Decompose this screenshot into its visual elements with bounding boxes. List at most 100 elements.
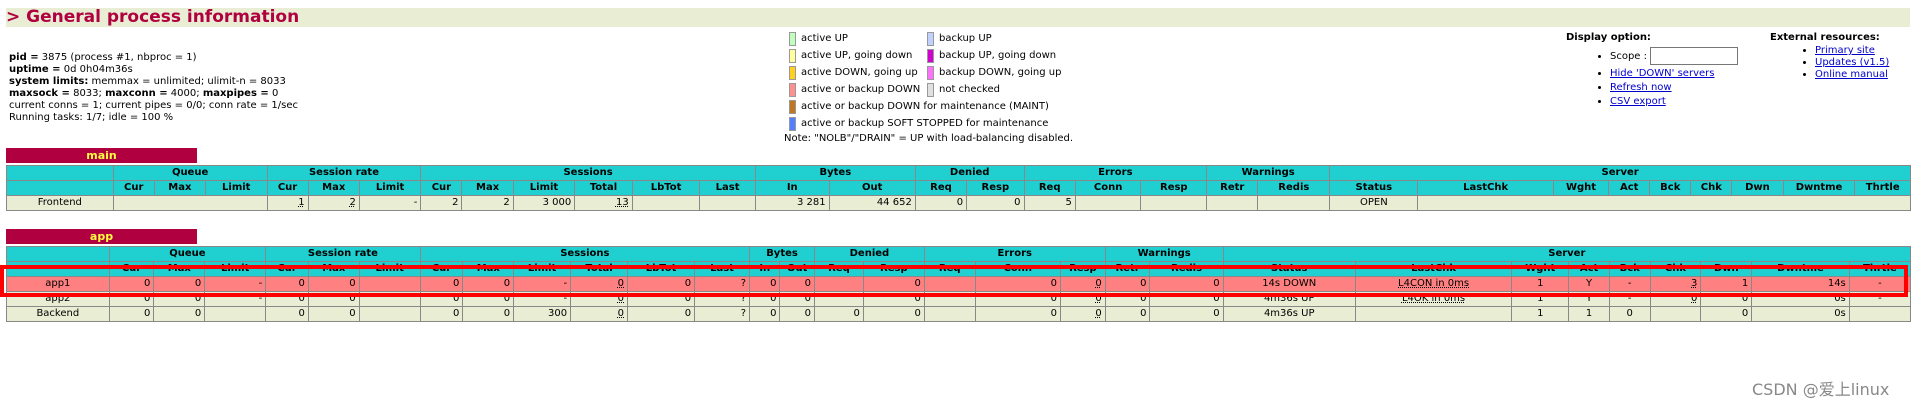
cell: 0 — [748, 276, 781, 292]
hide-down-servers-link[interactable]: Hide 'DOWN' servers — [1610, 68, 1715, 79]
legend-maint: active or backup DOWN for maintenance (M… — [789, 100, 1049, 114]
legend-active-up: active UP — [789, 32, 848, 46]
cell: 0 — [307, 306, 360, 322]
scope-input[interactable] — [1650, 47, 1739, 65]
cell: 1 — [1511, 276, 1570, 292]
col-max: Max — [307, 180, 360, 196]
cell: 0 — [570, 306, 629, 322]
cell — [631, 195, 701, 211]
legend-label: active UP — [801, 33, 848, 44]
group-errors: Errors — [1023, 165, 1208, 181]
col-redis: Redis — [1257, 180, 1331, 196]
group-queue: Queue — [112, 165, 268, 181]
cell: 0 — [462, 276, 515, 292]
online-manual-link[interactable]: Online manual — [1815, 69, 1888, 80]
group-session-rate: Session rate — [266, 165, 422, 181]
legend-swatch — [789, 117, 796, 131]
cell: 1 — [1511, 306, 1570, 322]
group-server: Server — [1329, 165, 1911, 181]
cell: 0 — [1060, 306, 1106, 322]
col-limit: Limit — [358, 180, 422, 196]
cell — [1074, 195, 1142, 211]
cell: 2 — [307, 195, 360, 211]
primary-site-link[interactable]: Primary site — [1815, 45, 1875, 56]
group-session-rate: Session rate — [265, 246, 421, 262]
legend-swatch — [927, 83, 934, 97]
col-total: Total — [574, 180, 633, 196]
proxy-name-app[interactable]: app — [6, 229, 197, 244]
col-act: Act — [1608, 180, 1651, 196]
proxy-name-main[interactable]: main — [6, 148, 197, 163]
running-tasks: Running tasks: 1/7; idle = 100 % — [9, 112, 174, 123]
col-limit: Limit — [204, 180, 268, 196]
maxsock-label: maxsock = — [9, 88, 70, 99]
legend-label: not checked — [939, 84, 1000, 95]
col-dwntme: Dwntme — [1782, 180, 1856, 196]
group-sessions: Sessions — [420, 165, 756, 181]
col-bck: Bck — [1649, 180, 1692, 196]
legend-swatch — [789, 83, 796, 97]
cell: 0 — [627, 276, 696, 292]
cell: 0 — [153, 276, 206, 292]
header-blank — [6, 246, 110, 262]
cell — [1206, 195, 1259, 211]
legend-active-down-going-up: active DOWN, going up — [789, 66, 918, 80]
col-retr: Retr — [1206, 180, 1259, 196]
external-resources-heading: External resources: — [1770, 32, 1880, 43]
cell: 13 — [574, 195, 633, 211]
maxpipes-label: maxpipes = — [202, 88, 269, 99]
legend-label: active DOWN, going up — [801, 67, 918, 78]
legend-label: active UP, going down — [801, 50, 913, 61]
col-blank — [6, 180, 114, 196]
csv-export-link[interactable]: CSV export — [1610, 96, 1666, 107]
col-status: Status — [1329, 180, 1419, 196]
col-in: In — [754, 180, 830, 196]
col-wght: Wght — [1552, 180, 1610, 196]
cell: 1 — [266, 195, 309, 211]
group-warnings: Warnings — [1104, 246, 1224, 262]
cell: 1 — [1700, 276, 1753, 292]
col-resp: Resp — [1140, 180, 1208, 196]
uptime-value: 0d 0h04m36s — [63, 64, 133, 75]
cell — [923, 276, 976, 292]
cell: 44 652 — [828, 195, 916, 211]
cell — [1140, 195, 1208, 211]
cell: 0 — [779, 306, 816, 322]
legend-swatch — [789, 66, 796, 80]
legend-swatch — [789, 100, 796, 114]
cell: - — [1608, 276, 1651, 292]
col-dwn: Dwn — [1731, 180, 1784, 196]
cell: - — [1848, 276, 1912, 292]
group-denied: Denied — [814, 246, 925, 262]
legend-swatch — [927, 32, 934, 46]
group-queue: Queue — [108, 246, 267, 262]
group-errors: Errors — [923, 246, 1106, 262]
legend-backup-down-going-up: backup DOWN, going up — [927, 66, 1061, 80]
refresh-now-link[interactable]: Refresh now — [1610, 82, 1672, 93]
cell: 3 281 — [754, 195, 830, 211]
cell: 0 — [265, 306, 309, 322]
cell: 0 — [1608, 306, 1651, 322]
row-name: Backend — [6, 306, 110, 322]
legend-label: active or backup SOFT STOPPED for mainte… — [801, 118, 1049, 129]
maxconn-label: maxconn = — [105, 88, 168, 99]
col-req: Req — [914, 180, 968, 196]
cell: 3 000 — [512, 195, 576, 211]
cell — [923, 306, 976, 322]
cell: - — [513, 276, 572, 292]
col-out: Out — [828, 180, 916, 196]
legend-soft-stopped: active or backup SOFT STOPPED for mainte… — [789, 117, 1048, 131]
status-cell: 14s DOWN — [1222, 276, 1356, 292]
cell: 0 — [108, 276, 155, 292]
cell — [204, 306, 267, 322]
legend-swatch — [789, 32, 796, 46]
col-cur: Cur — [112, 180, 155, 196]
server-name[interactable]: app1 — [6, 276, 110, 292]
cell: 0 — [627, 306, 696, 322]
cell: 0 — [748, 306, 781, 322]
legend-swatch — [927, 66, 934, 80]
updates-link[interactable]: Updates (v1.5) — [1815, 57, 1890, 68]
